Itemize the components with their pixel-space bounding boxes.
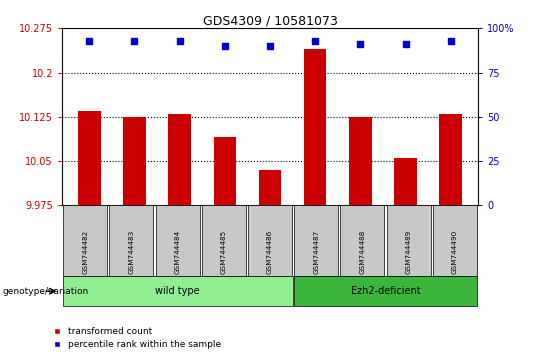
Text: GSM744484: GSM744484	[174, 230, 180, 274]
Point	[311, 38, 320, 44]
Point	[447, 38, 455, 44]
Bar	[213, 137, 236, 205]
Title: GDS4309 / 10581073: GDS4309 / 10581073	[202, 14, 338, 27]
Bar	[440, 114, 462, 205]
Point	[220, 43, 229, 49]
Point	[85, 38, 93, 44]
Legend: transformed count, percentile rank within the sample: transformed count, percentile rank withi…	[53, 327, 221, 349]
Bar	[349, 117, 372, 205]
Text: GSM744487: GSM744487	[313, 230, 319, 274]
Bar	[259, 170, 281, 205]
Bar	[78, 111, 100, 205]
Bar	[394, 158, 417, 205]
Bar	[168, 114, 191, 205]
Point	[130, 38, 139, 44]
Text: genotype/variation: genotype/variation	[3, 287, 89, 296]
Bar	[123, 117, 146, 205]
Text: Ezh2-deficient: Ezh2-deficient	[350, 286, 420, 296]
Text: GSM744483: GSM744483	[129, 230, 134, 274]
Point	[401, 41, 410, 47]
Text: GSM744490: GSM744490	[452, 230, 458, 274]
Text: GSM744482: GSM744482	[82, 230, 88, 274]
Bar	[304, 49, 327, 205]
Text: GSM744486: GSM744486	[267, 230, 273, 274]
Point	[176, 38, 184, 44]
Text: GSM744488: GSM744488	[360, 230, 366, 274]
Text: GSM744485: GSM744485	[221, 230, 227, 274]
Point	[356, 41, 364, 47]
Text: wild type: wild type	[156, 286, 200, 296]
Point	[266, 43, 274, 49]
Text: GSM744489: GSM744489	[406, 230, 411, 274]
